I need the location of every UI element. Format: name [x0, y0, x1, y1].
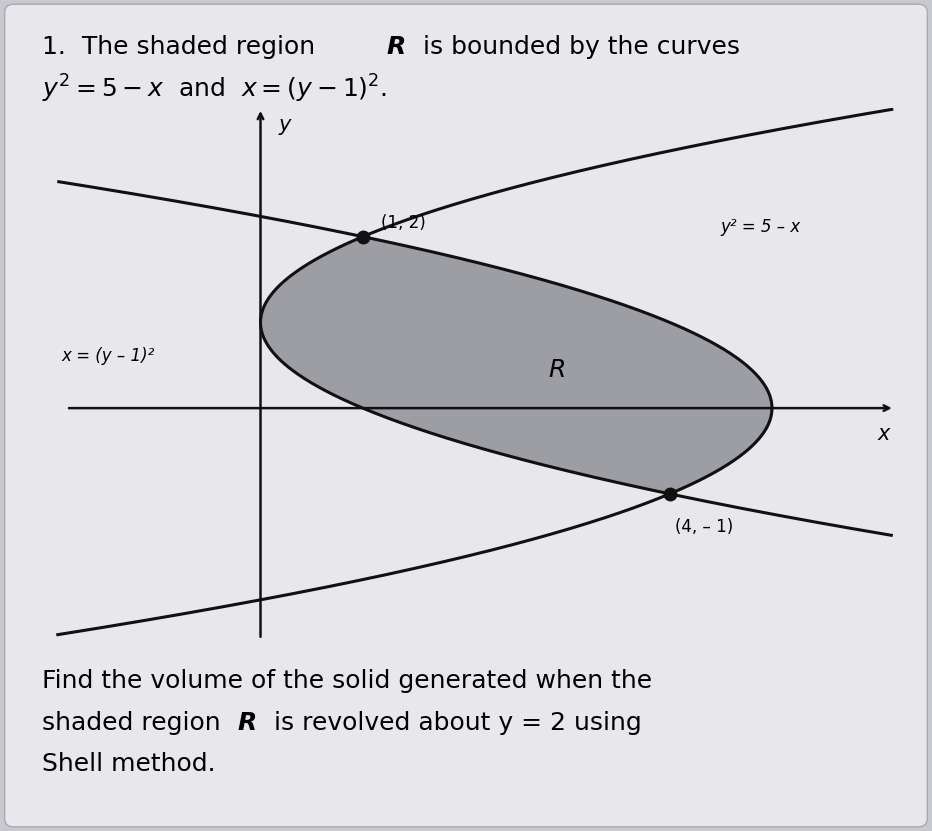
- Text: is revolved about y = 2 using: is revolved about y = 2 using: [266, 711, 641, 735]
- Text: Shell method.: Shell method.: [42, 752, 215, 776]
- Text: R: R: [548, 357, 566, 381]
- Text: (1, 2): (1, 2): [381, 214, 426, 233]
- Text: x = (y – 1)²: x = (y – 1)²: [61, 347, 155, 365]
- FancyBboxPatch shape: [5, 4, 927, 827]
- Text: Find the volume of the solid generated when the: Find the volume of the solid generated w…: [42, 669, 652, 693]
- Text: is bounded by the curves: is bounded by the curves: [415, 35, 740, 59]
- Text: R: R: [387, 35, 406, 59]
- Text: shaded region: shaded region: [42, 711, 228, 735]
- Text: 1.  The shaded region: 1. The shaded region: [42, 35, 323, 59]
- Text: (4, – 1): (4, – 1): [675, 518, 733, 536]
- Text: x: x: [877, 424, 890, 444]
- Text: R: R: [238, 711, 257, 735]
- Text: y² = 5 – x: y² = 5 – x: [720, 219, 802, 236]
- Text: y: y: [279, 115, 292, 135]
- Text: $y^2 = 5 - x$  and  $x = (y - 1)^2.$: $y^2 = 5 - x$ and $x = (y - 1)^2.$: [42, 73, 387, 106]
